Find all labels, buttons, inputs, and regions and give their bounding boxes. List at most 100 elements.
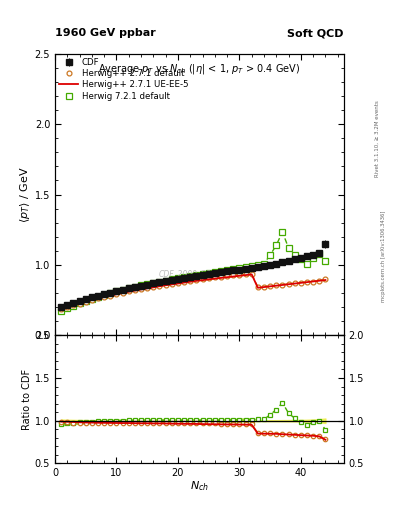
- Herwig 7.2.1 default: [317, 251, 321, 257]
- Herwig++ 2.7.1 default: [139, 286, 143, 292]
- Herwig 7.2.1 default: [65, 305, 70, 311]
- Herwig 7.2.1 default: [194, 272, 199, 279]
- Herwig++ 2.7.1 UE-EE-5: [280, 282, 285, 288]
- Herwig++ 2.7.1 UE-EE-5: [114, 291, 119, 297]
- Herwig++ 2.7.1 UE-EE-5: [188, 279, 193, 285]
- Herwig++ 2.7.1 UE-EE-5: [71, 302, 76, 308]
- Herwig++ 2.7.1 UE-EE-5: [182, 280, 186, 286]
- Herwig++ 2.7.1 UE-EE-5: [243, 272, 248, 278]
- Herwig++ 2.7.1 UE-EE-5: [317, 278, 321, 284]
- Herwig++ 2.7.1 UE-EE-5: [127, 289, 131, 295]
- Herwig++ 2.7.1 default: [206, 275, 211, 281]
- Herwig++ 2.7.1 UE-EE-5: [59, 305, 64, 311]
- Herwig++ 2.7.1 default: [255, 284, 260, 290]
- Herwig++ 2.7.1 UE-EE-5: [262, 284, 266, 290]
- Herwig 7.2.1 default: [108, 290, 113, 296]
- Herwig 7.2.1 default: [169, 276, 174, 283]
- Y-axis label: $\langle p_T \rangle$ / GeV: $\langle p_T \rangle$ / GeV: [18, 166, 32, 223]
- Herwig++ 2.7.1 UE-EE-5: [176, 281, 180, 287]
- Herwig++ 2.7.1 default: [243, 271, 248, 277]
- Herwig++ 2.7.1 default: [77, 301, 82, 307]
- X-axis label: $N_{ch}$: $N_{ch}$: [190, 480, 209, 494]
- Herwig 7.2.1 default: [182, 274, 186, 281]
- Text: Average $p_T$ vs $N_{ch}$ ($|\eta|$ < 1, $p_T$ > 0.4 GeV): Average $p_T$ vs $N_{ch}$ ($|\eta|$ < 1,…: [98, 62, 301, 76]
- Herwig 7.2.1 default: [323, 258, 328, 264]
- Text: 1960 GeV ppbar: 1960 GeV ppbar: [55, 28, 156, 38]
- Herwig 7.2.1 default: [231, 266, 236, 272]
- Herwig++ 2.7.1 UE-EE-5: [83, 298, 88, 304]
- Herwig++ 2.7.1 default: [213, 274, 217, 281]
- Herwig 7.2.1 default: [200, 271, 205, 278]
- Herwig++ 2.7.1 default: [305, 279, 309, 285]
- Herwig++ 2.7.1 UE-EE-5: [299, 280, 303, 286]
- Herwig++ 2.7.1 default: [323, 276, 328, 282]
- Herwig++ 2.7.1 default: [108, 292, 113, 298]
- Herwig++ 2.7.1 default: [200, 276, 205, 282]
- Herwig 7.2.1 default: [225, 267, 230, 273]
- Herwig++ 2.7.1 UE-EE-5: [194, 278, 199, 284]
- Herwig 7.2.1 default: [83, 297, 88, 304]
- Herwig 7.2.1 default: [255, 262, 260, 268]
- Text: CDF_2009_S8233977: CDF_2009_S8233977: [158, 269, 241, 278]
- Herwig 7.2.1 default: [262, 261, 266, 267]
- Herwig++ 2.7.1 default: [280, 282, 285, 288]
- Herwig 7.2.1 default: [286, 245, 291, 251]
- Herwig 7.2.1 default: [90, 295, 94, 302]
- Herwig++ 2.7.1 default: [311, 279, 316, 285]
- Herwig++ 2.7.1 UE-EE-5: [163, 282, 168, 288]
- Herwig++ 2.7.1 UE-EE-5: [102, 294, 107, 300]
- Herwig++ 2.7.1 default: [262, 284, 266, 290]
- Herwig++ 2.7.1 UE-EE-5: [305, 279, 309, 285]
- Herwig++ 2.7.1 default: [219, 273, 223, 280]
- Y-axis label: Ratio to CDF: Ratio to CDF: [22, 369, 32, 430]
- Herwig++ 2.7.1 UE-EE-5: [311, 279, 316, 285]
- Herwig 7.2.1 default: [114, 288, 119, 294]
- Herwig++ 2.7.1 default: [114, 291, 119, 297]
- Herwig++ 2.7.1 default: [59, 306, 64, 312]
- Herwig 7.2.1 default: [237, 265, 242, 271]
- Herwig++ 2.7.1 default: [127, 288, 131, 294]
- Herwig++ 2.7.1 UE-EE-5: [77, 300, 82, 306]
- Herwig 7.2.1 default: [151, 280, 156, 286]
- Herwig++ 2.7.1 UE-EE-5: [151, 284, 156, 290]
- Herwig 7.2.1 default: [292, 252, 297, 258]
- Line: Herwig++ 2.7.1 UE-EE-5: Herwig++ 2.7.1 UE-EE-5: [61, 274, 325, 308]
- Herwig 7.2.1 default: [268, 252, 272, 258]
- Herwig++ 2.7.1 UE-EE-5: [286, 281, 291, 287]
- Herwig 7.2.1 default: [157, 279, 162, 285]
- Text: Rivet 3.1.10, ≥ 3.2M events: Rivet 3.1.10, ≥ 3.2M events: [375, 100, 380, 177]
- Herwig++ 2.7.1 default: [151, 284, 156, 290]
- Herwig++ 2.7.1 UE-EE-5: [274, 283, 279, 289]
- Herwig++ 2.7.1 UE-EE-5: [169, 281, 174, 287]
- Herwig++ 2.7.1 default: [120, 290, 125, 296]
- Herwig++ 2.7.1 UE-EE-5: [237, 273, 242, 279]
- Line: Herwig++ 2.7.1 default: Herwig++ 2.7.1 default: [59, 271, 328, 312]
- Herwig++ 2.7.1 UE-EE-5: [120, 290, 125, 296]
- Herwig++ 2.7.1 default: [83, 299, 88, 305]
- Herwig++ 2.7.1 UE-EE-5: [225, 274, 230, 280]
- Text: Soft QCD: Soft QCD: [287, 28, 344, 38]
- Herwig++ 2.7.1 default: [299, 280, 303, 286]
- Herwig++ 2.7.1 UE-EE-5: [200, 277, 205, 283]
- Herwig++ 2.7.1 default: [182, 279, 186, 285]
- Herwig++ 2.7.1 UE-EE-5: [268, 283, 272, 289]
- Herwig 7.2.1 default: [176, 275, 180, 282]
- Herwig++ 2.7.1 default: [194, 277, 199, 283]
- Herwig++ 2.7.1 default: [225, 273, 230, 279]
- Herwig++ 2.7.1 default: [292, 280, 297, 286]
- Herwig++ 2.7.1 default: [286, 281, 291, 287]
- Herwig 7.2.1 default: [77, 300, 82, 306]
- Herwig 7.2.1 default: [219, 268, 223, 274]
- Herwig 7.2.1 default: [188, 273, 193, 280]
- Herwig++ 2.7.1 default: [188, 278, 193, 284]
- Herwig++ 2.7.1 UE-EE-5: [65, 303, 70, 309]
- Herwig++ 2.7.1 default: [132, 287, 137, 293]
- Herwig++ 2.7.1 UE-EE-5: [157, 283, 162, 289]
- Herwig++ 2.7.1 default: [176, 280, 180, 286]
- Herwig 7.2.1 default: [311, 255, 316, 261]
- Herwig 7.2.1 default: [163, 278, 168, 284]
- Herwig 7.2.1 default: [71, 303, 76, 309]
- Herwig++ 2.7.1 default: [145, 285, 150, 291]
- Herwig++ 2.7.1 UE-EE-5: [139, 286, 143, 292]
- Herwig++ 2.7.1 UE-EE-5: [323, 277, 328, 283]
